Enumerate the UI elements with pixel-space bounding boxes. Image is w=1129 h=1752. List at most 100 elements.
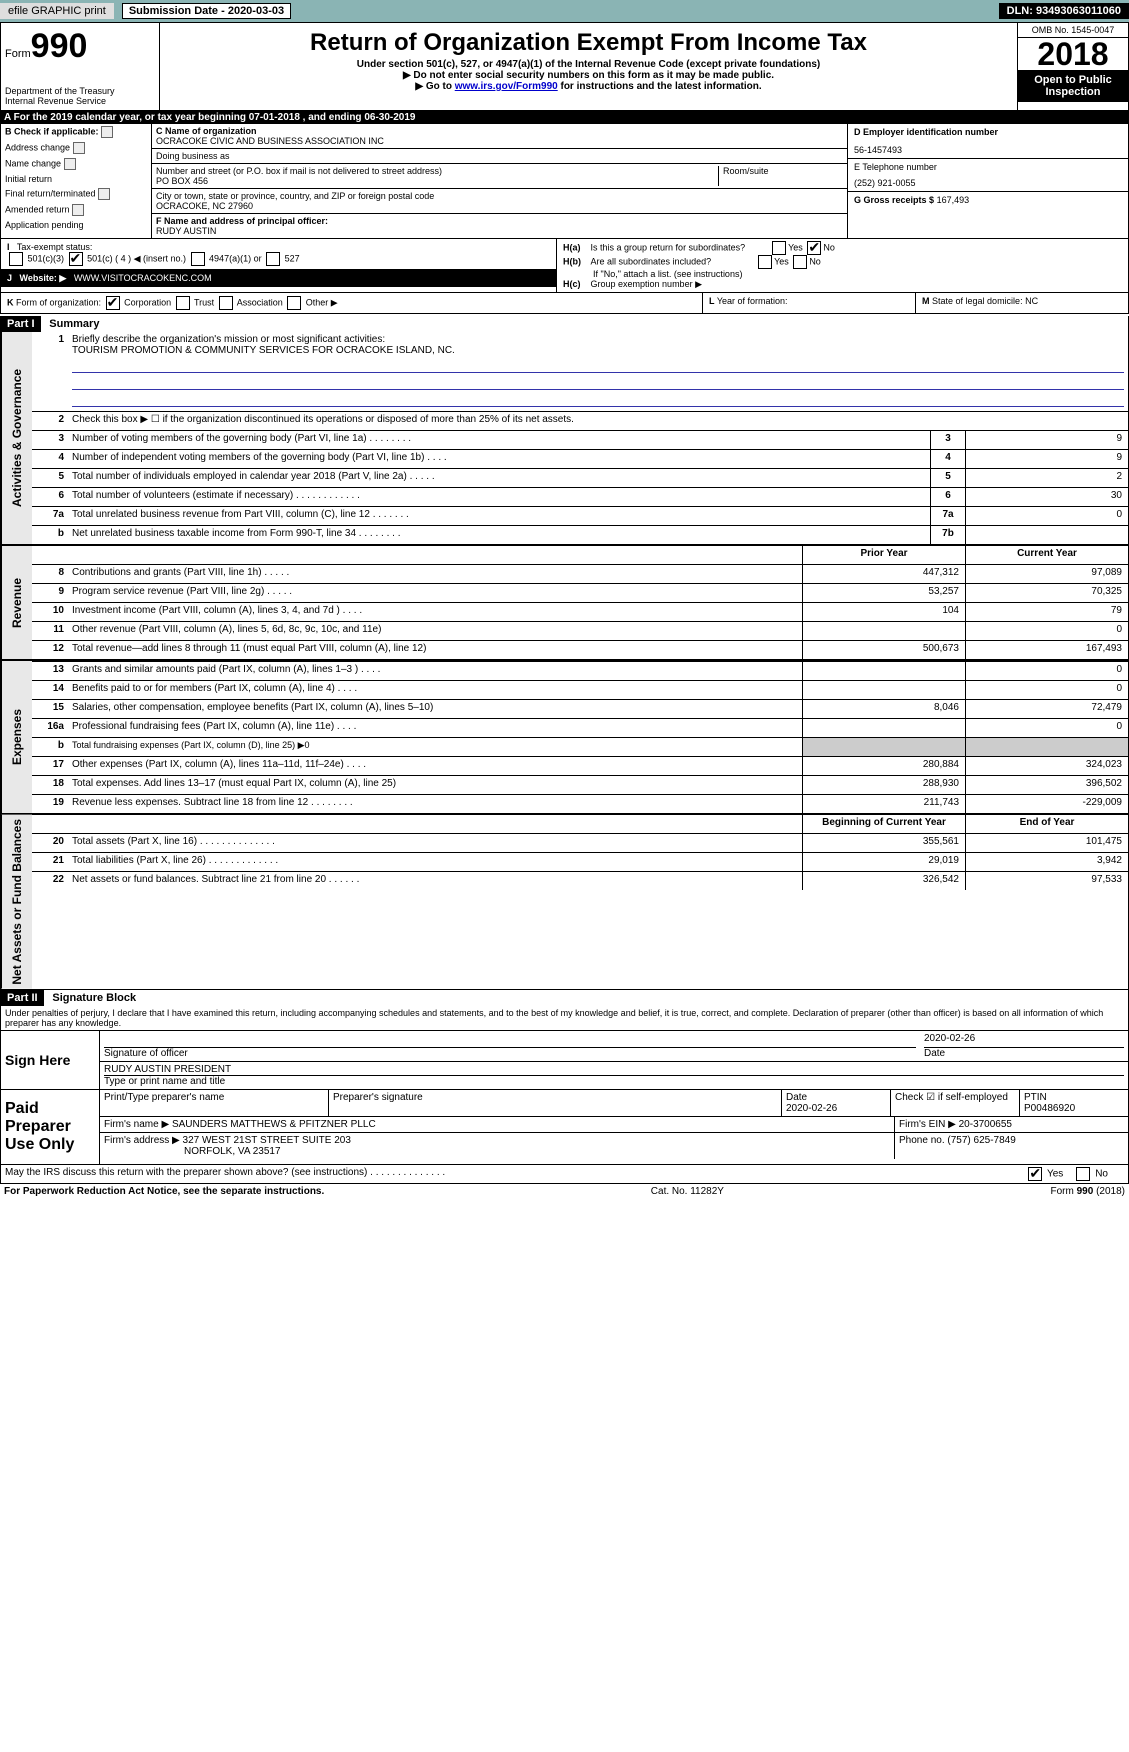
line-desc: Salaries, other compensation, employee b… [68, 700, 802, 718]
line-colnum: 7a [930, 507, 965, 525]
line-current: 72,479 [965, 700, 1128, 718]
dept-treasury: Department of the Treasury [5, 86, 155, 96]
l-text: Year of formation: [717, 296, 788, 306]
dba-label: Doing business as [156, 151, 843, 161]
part2-title: Signature Block [46, 990, 142, 1006]
discuss-row: May the IRS discuss this return with the… [1, 1164, 1128, 1183]
data-line: 18 Total expenses. Add lines 13–17 (must… [32, 775, 1128, 794]
row-l: L Year of formation: [702, 293, 915, 313]
side-governance: Activities & Governance [1, 332, 32, 544]
line-desc: Total fundraising expenses (Part IX, col… [68, 738, 802, 756]
gross-cell: G Gross receipts $ 167,493 [848, 192, 1128, 208]
data-line: 22 Net assets or fund balances. Subtract… [32, 871, 1128, 890]
line-desc: Total unrelated business revenue from Pa… [68, 507, 930, 525]
row-k: K Form of organization: Corporation Trus… [1, 293, 702, 313]
row-a-calendar: A For the 2019 calendar year, or tax yea… [0, 111, 1129, 124]
city-label: City or town, state or province, country… [156, 191, 843, 201]
check-self: Check ☑ if self-employed [891, 1090, 1020, 1116]
prep-date: 2020-02-26 [786, 1103, 837, 1114]
prior-year-header: Prior Year [802, 546, 965, 564]
line-value: 9 [965, 431, 1128, 449]
line-current: 0 [965, 719, 1128, 737]
subtitle-1: Under section 501(c), 527, or 4947(a)(1)… [164, 59, 1013, 70]
line-colnum: 4 [930, 450, 965, 468]
column-d: D Employer identification number 56-1457… [847, 124, 1128, 238]
hb-yes-checkbox[interactable] [758, 255, 772, 269]
line-current: 70,325 [965, 584, 1128, 602]
chk-amended: Amended return [1, 202, 151, 218]
mission-text: TOURISM PROMOTION & COMMUNITY SERVICES F… [72, 345, 455, 356]
header-mid: Return of Organization Exempt From Incom… [160, 23, 1017, 110]
line-prior: 104 [802, 603, 965, 621]
prep-sig-label: Preparer's signature [329, 1090, 782, 1116]
checkbox-501c[interactable] [69, 252, 83, 266]
checkbox-icon[interactable] [73, 142, 85, 154]
irs-label: Internal Revenue Service [5, 96, 155, 106]
data-line: 12 Total revenue—add lines 8 through 11 … [32, 640, 1128, 659]
irs-link[interactable]: www.irs.gov/Form990 [455, 81, 558, 92]
k-trust-checkbox[interactable] [176, 296, 190, 310]
ha-yes-checkbox[interactable] [772, 241, 786, 255]
sub3-prefix: ▶ Go to [415, 81, 454, 92]
line-desc: Total number of volunteers (estimate if … [68, 488, 930, 506]
sig-date: 2020-02-26 [924, 1033, 1124, 1048]
k-other-checkbox[interactable] [287, 296, 301, 310]
data-line: 9 Program service revenue (Part VIII, li… [32, 583, 1128, 602]
checkbox-icon[interactable] [64, 158, 76, 170]
firm-name: SAUNDERS MATTHEWS & PFITZNER PLLC [172, 1119, 376, 1130]
checkbox-icon[interactable] [98, 188, 110, 200]
line-num: 19 [32, 795, 68, 813]
website-value: WWW.VISITOCRACOKENC.COM [74, 273, 212, 283]
line-prior: 211,743 [802, 795, 965, 813]
checkbox-527[interactable] [266, 252, 280, 266]
row-klm: K Form of organization: Corporation Trus… [0, 293, 1129, 314]
chk-address: Address change [1, 140, 151, 156]
firm-phone: (757) 625-7849 [947, 1135, 1015, 1146]
subtitle-3: ▶ Go to www.irs.gov/Form990 for instruct… [164, 81, 1013, 92]
checkbox-icon[interactable] [72, 204, 84, 216]
checkbox-icon[interactable] [101, 126, 113, 138]
dln-number: DLN: 93493063011060 [999, 3, 1129, 19]
firm-ein: 20-3700655 [959, 1119, 1012, 1130]
no-label: No [823, 242, 835, 252]
checkbox-4947[interactable] [191, 252, 205, 266]
hb-label: H(b) [563, 256, 581, 266]
room-label: Room/suite [719, 166, 843, 186]
k-corp-checkbox[interactable] [106, 296, 120, 310]
data-line: b Total fundraising expenses (Part IX, c… [32, 737, 1128, 756]
chk-name: Name change [1, 156, 151, 172]
checkbox-501c3[interactable] [9, 252, 23, 266]
line-current [965, 738, 1128, 756]
line-current: 0 [965, 622, 1128, 640]
line-prior [802, 738, 965, 756]
discuss-no-checkbox[interactable] [1076, 1167, 1090, 1181]
sub3-suffix: for instructions and the latest informat… [558, 81, 762, 92]
k-assoc-checkbox[interactable] [219, 296, 233, 310]
line-desc: Total expenses. Add lines 13–17 (must eq… [68, 776, 802, 794]
part1-header-row: Part I Summary [1, 316, 1128, 332]
line-desc: Investment income (Part VIII, column (A)… [68, 603, 802, 621]
type-name-label: Type or print name and title [104, 1076, 1124, 1087]
discuss-yes-checkbox[interactable] [1028, 1167, 1042, 1181]
line-colnum: 6 [930, 488, 965, 506]
form-number: Form990 [5, 27, 155, 66]
opt-501c3: 501(c)(3) [28, 253, 65, 263]
line-colnum: 7b [930, 526, 965, 544]
line-current: 324,023 [965, 757, 1128, 775]
m-text: State of legal domicile: NC [932, 296, 1038, 306]
ha-text: Is this a group return for subordinates? [591, 242, 746, 252]
line-num: 4 [32, 450, 68, 468]
line-num: 10 [32, 603, 68, 621]
line-num: 13 [32, 662, 68, 680]
subtitle-2: ▶ Do not enter social security numbers o… [164, 70, 1013, 81]
section-bcd: B Check if applicable: Address change Na… [0, 124, 1129, 239]
line1-desc: Briefly describe the organization's miss… [68, 332, 1128, 411]
hb-no-checkbox[interactable] [793, 255, 807, 269]
line-desc: Total liabilities (Part X, line 26) . . … [68, 853, 802, 871]
gov-line: 3 Number of voting members of the govern… [32, 430, 1128, 449]
line-value: 9 [965, 450, 1128, 468]
line-desc: Total revenue—add lines 8 through 11 (mu… [68, 641, 802, 659]
ha-no-checkbox[interactable] [807, 241, 821, 255]
data-line: 8 Contributions and grants (Part VIII, l… [32, 564, 1128, 583]
row-m: M State of legal domicile: NC [915, 293, 1128, 313]
